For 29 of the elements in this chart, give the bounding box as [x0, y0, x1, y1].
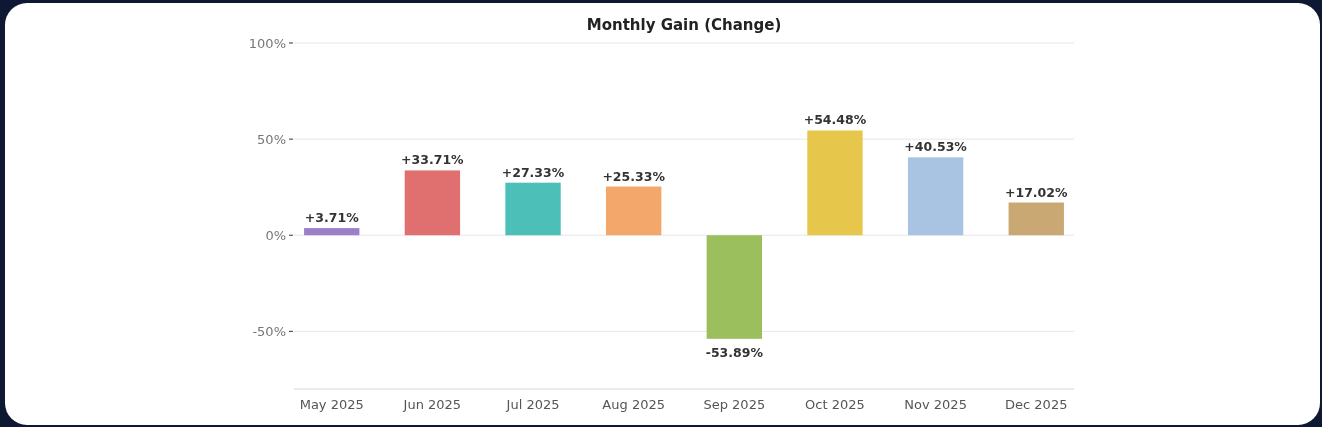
x-tick-label: Jun 2025 — [402, 397, 462, 412]
data-label: +33.71% — [401, 152, 465, 168]
data-label: -53.89% — [705, 344, 764, 360]
x-tick-label: May 2025 — [299, 397, 364, 412]
x-tick-label: Oct 2025 — [805, 397, 865, 412]
bar — [807, 130, 863, 236]
bar — [706, 235, 762, 339]
data-label: +17.02% — [1004, 184, 1068, 200]
y-tick-label: 0% — [265, 227, 286, 243]
data-label: +27.33% — [501, 164, 565, 180]
bar — [1008, 202, 1064, 236]
data-label: +25.33% — [602, 168, 666, 184]
x-tick-label: Dec 2025 — [1005, 397, 1068, 412]
chart-title: Monthly Gain (Change) — [586, 16, 782, 34]
data-label: +40.53% — [904, 139, 968, 155]
y-tick-label: -50% — [252, 323, 286, 339]
y-tick-label: 50% — [257, 131, 286, 147]
bar — [304, 228, 360, 236]
bar — [404, 170, 461, 236]
y-tick-label: 100% — [248, 35, 286, 51]
bar — [505, 182, 561, 236]
bar — [907, 157, 964, 236]
x-tick-label: Aug 2025 — [602, 397, 665, 412]
data-label: +54.48% — [803, 112, 867, 128]
data-label: +3.71% — [304, 210, 360, 226]
x-tick-label: Jul 2025 — [505, 397, 560, 412]
x-tick-label: Nov 2025 — [904, 397, 967, 412]
bar — [606, 186, 662, 236]
x-tick-label: Sep 2025 — [703, 397, 766, 412]
